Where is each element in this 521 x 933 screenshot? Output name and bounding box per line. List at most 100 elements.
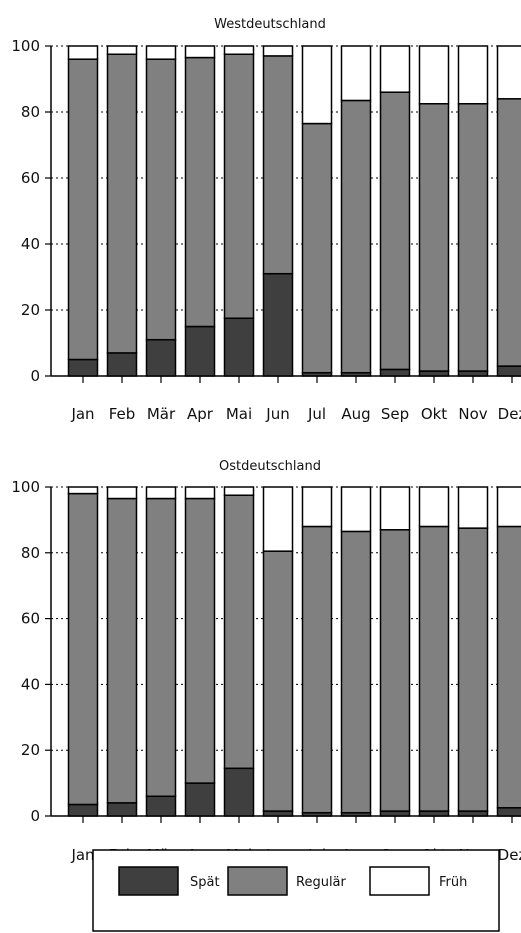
bar-spaet [184, 325, 216, 377]
bar-frueh [145, 486, 177, 500]
bar-frueh [184, 45, 216, 59]
bar-regulaer [457, 103, 489, 372]
bar-spaet [496, 807, 521, 817]
bar-regulaer [496, 525, 521, 809]
y-tick-label: 100 [11, 478, 40, 496]
bar-regulaer [379, 91, 411, 371]
bar-regulaer [106, 53, 138, 354]
bar-frueh [379, 486, 411, 531]
bar-regulaer [340, 530, 372, 814]
bar-spaet [106, 352, 138, 377]
y-tick-label: 20 [21, 301, 40, 319]
bar-spaet [145, 338, 177, 377]
bar-frueh [223, 45, 255, 55]
bar-frueh [262, 486, 294, 552]
bar-regulaer [262, 550, 294, 812]
bar-regulaer [67, 58, 99, 361]
x-tick-label: Sep [381, 405, 409, 423]
x-tick-label: Jan [70, 405, 94, 423]
chart-title: Ostdeutschland [219, 459, 321, 474]
x-tick-label: Dez [498, 846, 521, 864]
bar-frueh [496, 486, 521, 528]
bar-frueh [496, 45, 521, 100]
bar-frueh [262, 45, 294, 57]
bar-regulaer [340, 99, 372, 374]
bar-regulaer [145, 497, 177, 798]
y-tick-label: 80 [21, 103, 40, 121]
bar-regulaer [223, 494, 255, 770]
y-tick-label: 60 [21, 169, 40, 187]
chart-panel-westdeutschland: Westdeutschland 0 20 40 60 80 100 Jan Feb Mär Apr M… [11, 17, 521, 423]
bar-spaet [496, 365, 521, 377]
y-tick-label: 80 [21, 544, 40, 562]
bar-regulaer [418, 525, 450, 812]
bar-frueh [457, 486, 489, 529]
bar-regulaer [418, 103, 450, 372]
bar-spaet [106, 802, 138, 817]
bar-spaet [223, 317, 255, 377]
bar-frueh [301, 486, 333, 528]
x-tick-label: Nov [458, 405, 487, 423]
x-tick-label: Mai [226, 405, 252, 423]
bar-regulaer [106, 497, 138, 804]
bar-spaet [184, 782, 216, 817]
bar-regulaer [262, 55, 294, 275]
bar-frueh [340, 486, 372, 533]
y-tick-label: 100 [11, 37, 40, 55]
y-tick-label: 0 [30, 367, 40, 385]
bar-regulaer [379, 529, 411, 812]
bar-frueh [340, 45, 372, 102]
bar-spaet [379, 368, 411, 377]
bar-spaet [145, 795, 177, 817]
bar-regulaer [145, 58, 177, 341]
y-tick-label: 40 [21, 235, 40, 253]
legend-swatch-spaet [118, 866, 179, 896]
x-tick-label: Jul [307, 405, 326, 423]
bar-frueh [67, 486, 99, 495]
bar-frueh [106, 45, 138, 55]
x-tick-label: Jan [70, 846, 94, 864]
x-tick-label: Mär [147, 405, 176, 423]
x-tick-label: Apr [187, 405, 214, 423]
bar-regulaer [184, 497, 216, 784]
bar-frueh [67, 45, 99, 60]
bar-regulaer [457, 527, 489, 812]
y-tick-label: 20 [21, 741, 40, 759]
y-tick-label: 40 [21, 675, 40, 693]
y-tick-label: 0 [30, 807, 40, 825]
bar-frueh [301, 45, 333, 125]
x-tick-label: Aug [341, 405, 370, 423]
bar-regulaer [301, 525, 333, 814]
chart-title: Westdeutschland [214, 17, 326, 32]
legend-label-frueh: Früh [439, 875, 467, 890]
bar-spaet [262, 272, 294, 377]
chart-panel-ostdeutschland: Ostdeutschland020406080100JanFebMärAprMa… [11, 459, 521, 864]
bar-regulaer [496, 98, 521, 367]
bar-spaet [223, 767, 255, 817]
y-tick-label: 60 [21, 610, 40, 628]
bar-frueh [184, 486, 216, 500]
bar-spaet [67, 358, 99, 377]
bar-regulaer [301, 122, 333, 374]
legend-swatch-regulaer [227, 866, 288, 896]
legend-label-spaet: Spät [190, 875, 220, 890]
bar-frueh [418, 486, 450, 528]
legend-label-regulaer: Regulär [296, 875, 347, 890]
x-tick-label: Jun [265, 405, 289, 423]
bar-frueh [379, 45, 411, 93]
bar-regulaer [67, 492, 99, 806]
legend-swatch-frueh [369, 866, 430, 896]
bar-frueh [457, 45, 489, 105]
bar-frueh [223, 486, 255, 496]
bar-frueh [145, 45, 177, 60]
bar-spaet [67, 803, 99, 817]
x-tick-label: Okt [421, 405, 447, 423]
bar-frueh [106, 486, 138, 500]
bar-regulaer [223, 53, 255, 319]
bar-frueh [418, 45, 450, 105]
x-tick-label: Dez [498, 405, 521, 423]
x-tick-label: Feb [109, 405, 136, 423]
bar-regulaer [184, 56, 216, 328]
legend: Spät Regulär Früh [92, 849, 500, 932]
